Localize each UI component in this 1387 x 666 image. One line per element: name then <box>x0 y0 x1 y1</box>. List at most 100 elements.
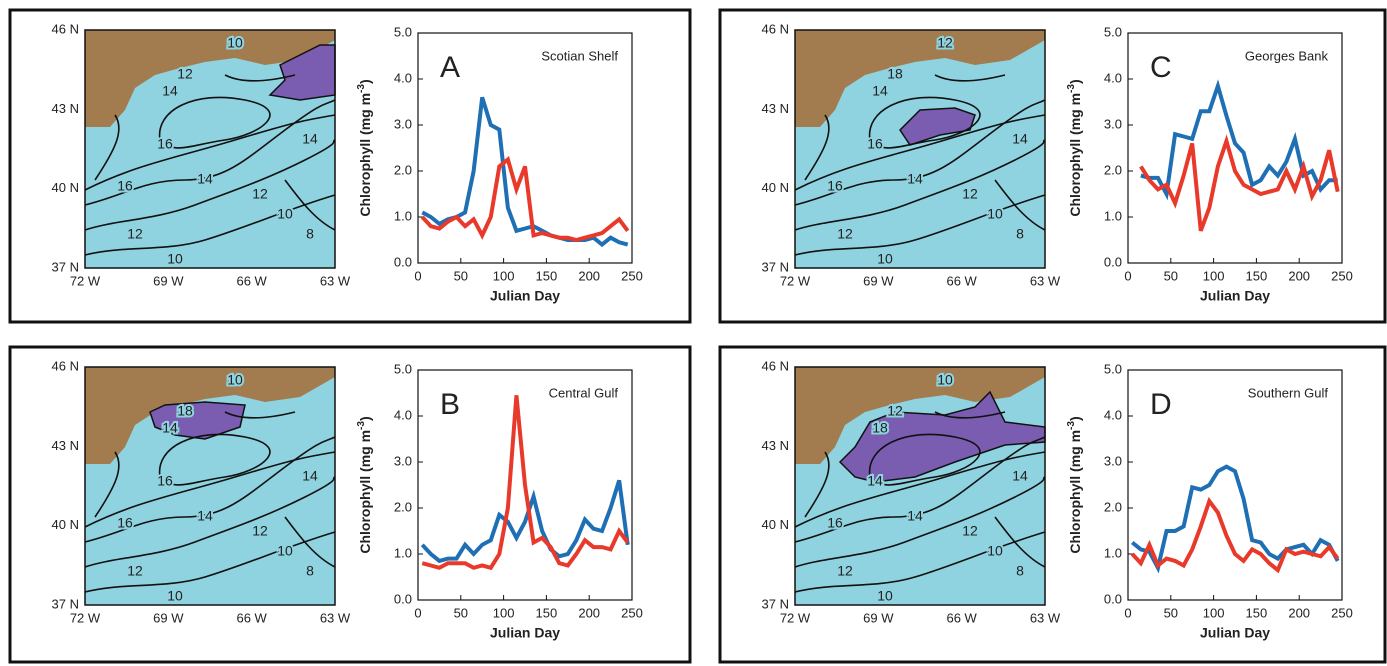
isotherm <box>868 96 981 149</box>
lon-label: 66 W <box>236 610 267 625</box>
lat-label: 40 N <box>52 180 79 195</box>
region-title: Georges Bank <box>1245 48 1329 63</box>
lat-label: 43 N <box>52 438 79 453</box>
y-tick-label: 2.0 <box>1104 162 1122 177</box>
isotherm-label: 18 <box>872 420 888 436</box>
isotherm-label: 14 <box>872 83 888 99</box>
lat-label: 46 N <box>762 21 789 36</box>
y-label-end: ) <box>357 79 373 84</box>
y-tick-label: 4.0 <box>394 407 412 422</box>
series-line <box>1131 464 1340 574</box>
isotherm <box>158 96 271 149</box>
isotherm-label: 10 <box>277 543 293 559</box>
lon-label: 63 W <box>1030 610 1061 625</box>
y-tick-label: 3.0 <box>1104 116 1122 131</box>
study-region <box>268 44 336 101</box>
y-label-text: Chlorophyll (mg m <box>1067 93 1083 217</box>
isotherm <box>994 516 1046 568</box>
isotherm <box>224 411 296 419</box>
y-label-exponent: -3 <box>1066 421 1077 430</box>
map-frame <box>84 29 336 269</box>
isotherm <box>84 99 336 206</box>
region-title: Central Gulf <box>549 385 619 400</box>
isotherm-label: 18 <box>887 66 903 82</box>
panel-frame <box>8 8 692 324</box>
isotherm-label: 10 <box>227 35 243 51</box>
y-axis-label: Chlorophyll (mg m-3) <box>1066 79 1083 216</box>
series-line <box>420 156 630 243</box>
isotherm-label: 10 <box>877 588 893 604</box>
lon-label: 69 W <box>863 610 894 625</box>
x-tick-label: 50 <box>454 605 468 620</box>
y-tick-label: 4.0 <box>394 70 412 85</box>
lat-label: 40 N <box>52 517 79 532</box>
panel-frame <box>718 345 1387 664</box>
x-axis-label: Julian Day <box>1200 288 1270 304</box>
isotherm <box>84 194 336 256</box>
lon-label: 66 W <box>946 610 977 625</box>
y-tick-label: 5.0 <box>1104 361 1122 376</box>
lon-label: 63 W <box>1030 273 1061 288</box>
isotherm <box>84 451 336 528</box>
y-axis-label: Chlorophyll (mg m-3) <box>1066 416 1083 553</box>
lat-label: 46 N <box>762 358 789 373</box>
isotherm <box>794 451 1046 528</box>
lat-label: 46 N <box>52 358 79 373</box>
isotherm <box>84 436 336 543</box>
y-label-exponent: -3 <box>356 84 367 93</box>
isotherm <box>94 114 120 181</box>
lat-label: 37 N <box>762 259 789 274</box>
y-tick-label: 5.0 <box>394 361 412 376</box>
isotherm-label: 12 <box>837 226 853 242</box>
y-label-end: ) <box>1067 79 1083 84</box>
isotherm-label: 16 <box>117 515 133 531</box>
region-title: Scotian Shelf <box>541 48 618 63</box>
x-tick-label: 50 <box>454 268 468 283</box>
isotherm <box>794 99 1046 206</box>
x-tick-label: 100 <box>493 605 515 620</box>
series-line <box>421 395 630 571</box>
isotherm-label: 10 <box>877 251 893 267</box>
isotherm <box>84 476 336 568</box>
y-tick-label: 4.0 <box>1104 70 1122 85</box>
y-tick-label: 2.0 <box>1104 499 1122 514</box>
isotherm <box>794 476 1046 568</box>
y-axis-label: Chlorophyll (mg m-3) <box>356 79 373 216</box>
y-tick-label: 0.0 <box>1104 591 1122 606</box>
isotherm-label: 16 <box>867 136 883 152</box>
y-tick-label: 0.0 <box>394 254 412 269</box>
isotherm <box>284 516 336 568</box>
isotherm-label: 10 <box>227 372 243 388</box>
isotherm-label: 14 <box>197 171 213 187</box>
lon-label: 63 W <box>320 273 351 288</box>
lon-label: 63 W <box>320 610 351 625</box>
isotherm <box>794 114 1046 191</box>
isotherm-label: 12 <box>252 186 268 202</box>
lon-label: 69 W <box>153 273 184 288</box>
isotherm <box>284 179 336 231</box>
isotherm-label: 18 <box>177 403 193 419</box>
y-axis-label: Chlorophyll (mg m-3) <box>356 416 373 553</box>
y-tick-label: 0.0 <box>1104 254 1122 269</box>
x-tick-label: 250 <box>1331 268 1353 283</box>
x-tick-label: 0 <box>414 605 421 620</box>
panel-label: C <box>1150 51 1172 84</box>
isotherm-label: 10 <box>167 588 183 604</box>
y-label-text: Chlorophyll (mg m <box>357 93 373 217</box>
lon-label: 72 W <box>70 610 101 625</box>
isotherm <box>934 74 1006 82</box>
lat-label: 40 N <box>762 517 789 532</box>
isotherm-label: 14 <box>907 171 923 187</box>
isotherm-label: 12 <box>837 563 853 579</box>
map-frame <box>794 29 1046 269</box>
isotherm-label: 16 <box>827 515 843 531</box>
lat-label: 37 N <box>762 596 789 611</box>
isotherm-label: 14 <box>1012 468 1028 484</box>
map-frame <box>794 366 1046 606</box>
x-axis-label: Julian Day <box>490 288 560 304</box>
isotherm <box>794 436 1046 543</box>
isotherm <box>794 531 1046 593</box>
